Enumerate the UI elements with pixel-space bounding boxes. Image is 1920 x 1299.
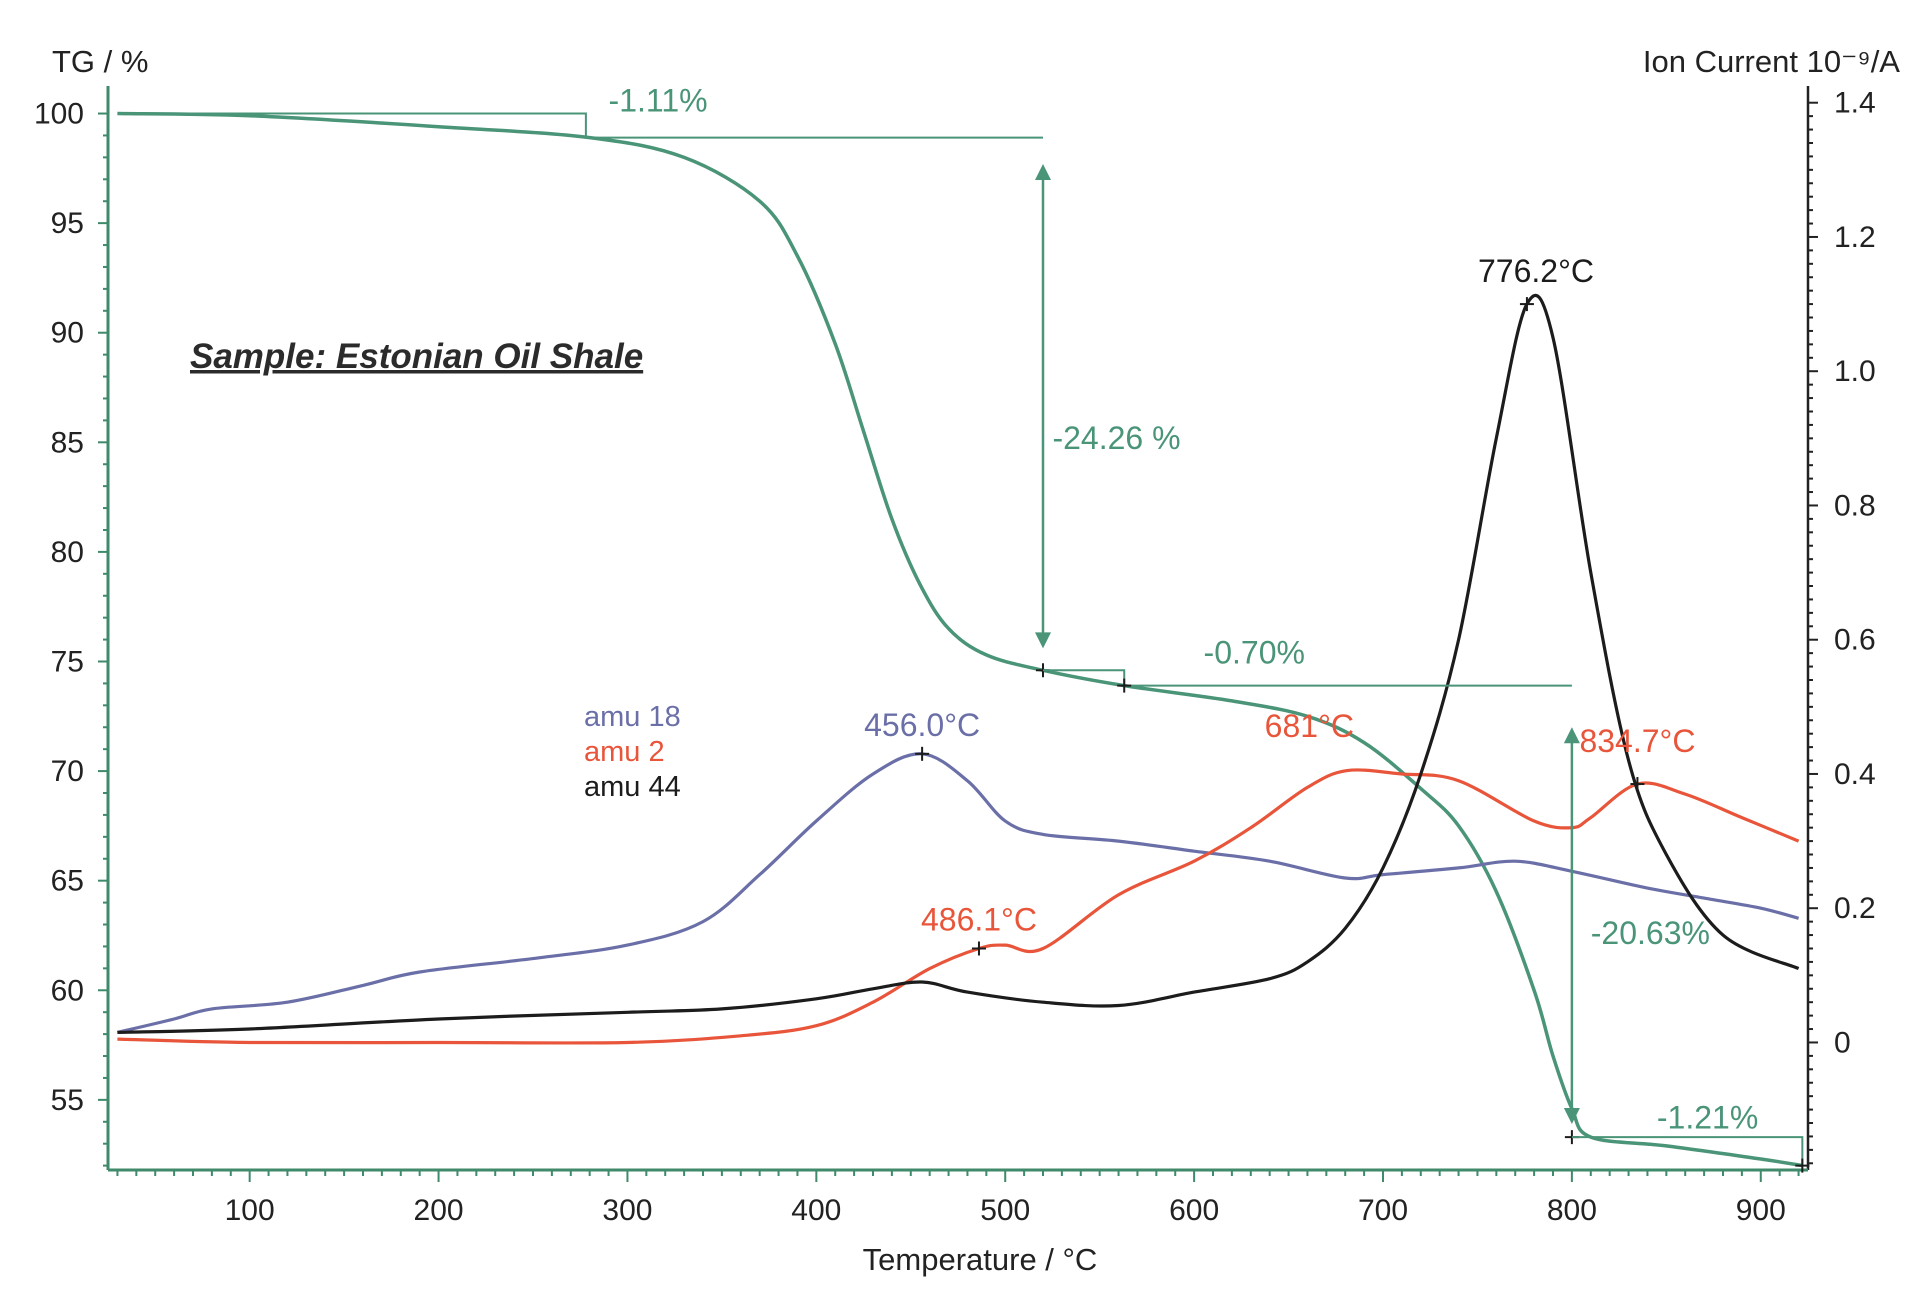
annotation-peak-amu2-681: 681°C xyxy=(1265,708,1354,744)
arrow-step-4-head-top xyxy=(1563,727,1580,744)
annotation-step-4: -20.63% xyxy=(1591,915,1710,951)
y-tick-label: 55 xyxy=(51,1084,84,1117)
x-tick-label: 600 xyxy=(1169,1194,1219,1227)
y-tick-label: 75 xyxy=(51,645,84,678)
y2-tick-label: 0.2 xyxy=(1834,892,1876,925)
x-tick-label: 700 xyxy=(1358,1194,1408,1227)
annotation-step-2: -24.26 % xyxy=(1052,420,1180,456)
annotation-step-1: -1.11% xyxy=(609,82,708,118)
legend-entry-amu-2: amu 2 xyxy=(584,736,665,768)
y-tick-label: 85 xyxy=(51,426,84,459)
left-axis-title: TG / % xyxy=(52,44,148,79)
annotation-peak-amu44: 776.2°C xyxy=(1478,253,1594,289)
annotation-peak-amu18: 456.0°C xyxy=(864,707,980,743)
right-axis-title: Ion Current 10⁻⁹/A xyxy=(1643,44,1900,79)
annotation-peak-amu2-834: 834.7°C xyxy=(1579,723,1695,759)
annotation-peak-amu2-486: 486.1°C xyxy=(921,901,1037,937)
series-line-amu-18 xyxy=(117,752,1800,1034)
y-tick-label: 60 xyxy=(51,974,84,1007)
arrow-step-4-head-bottom xyxy=(1563,1107,1580,1124)
x-tick-label: 100 xyxy=(225,1194,275,1227)
y2-tick-label: 0.6 xyxy=(1834,624,1876,657)
y2-tick-label: 1.4 xyxy=(1834,87,1876,120)
y-tick-label: 90 xyxy=(51,317,84,350)
x-tick-label: 200 xyxy=(414,1194,464,1227)
y-tick-label: 65 xyxy=(51,865,84,898)
x-axis-title: Temperature / °C xyxy=(863,1242,1098,1277)
y-tick-label: 70 xyxy=(51,755,84,788)
step-box-1 xyxy=(117,112,587,138)
axes-group xyxy=(106,86,1810,1172)
x-tick-label: 900 xyxy=(1736,1194,1786,1227)
annotation-step-5: -1.21% xyxy=(1657,1099,1758,1135)
y-tick-label: 100 xyxy=(34,98,84,131)
y2-tick-label: 0.4 xyxy=(1834,758,1876,791)
y-tick-label: 80 xyxy=(51,536,84,569)
series-line-amu-44 xyxy=(117,293,1800,1034)
annotation-step-3: -0.70% xyxy=(1204,635,1305,671)
x-tick-label: 800 xyxy=(1547,1194,1597,1227)
x-tick-label: 300 xyxy=(602,1194,652,1227)
step-box-5 xyxy=(1571,1136,1804,1166)
sample-label: Sample: Estonian Oil Shale xyxy=(190,337,643,376)
arrow-step-2-head-top xyxy=(1035,163,1051,180)
arrow-step-2-head-bottom xyxy=(1035,632,1051,649)
x-tick-label: 500 xyxy=(980,1194,1030,1227)
y-tick-label: 95 xyxy=(51,207,84,240)
ticks-group: 100 200 300 400 500 600 700 800 9005560657075808… xyxy=(34,87,1876,1227)
annotations-group: -1.11% -24.26 % -0.70% -20.63% -1.21% 456.0°C… xyxy=(117,82,1810,1173)
legend-entry-amu-18: amu 18 xyxy=(584,701,681,733)
x-tick-label: 400 xyxy=(791,1194,841,1227)
series-line-amu-2 xyxy=(117,768,1800,1045)
y2-tick-label: 0.8 xyxy=(1834,489,1876,522)
y2-tick-label: 1.0 xyxy=(1834,355,1876,388)
y2-tick-label: 0 xyxy=(1834,1026,1851,1059)
legend-entry-amu-44: amu 44 xyxy=(584,771,681,803)
y2-tick-label: 1.2 xyxy=(1834,221,1876,254)
